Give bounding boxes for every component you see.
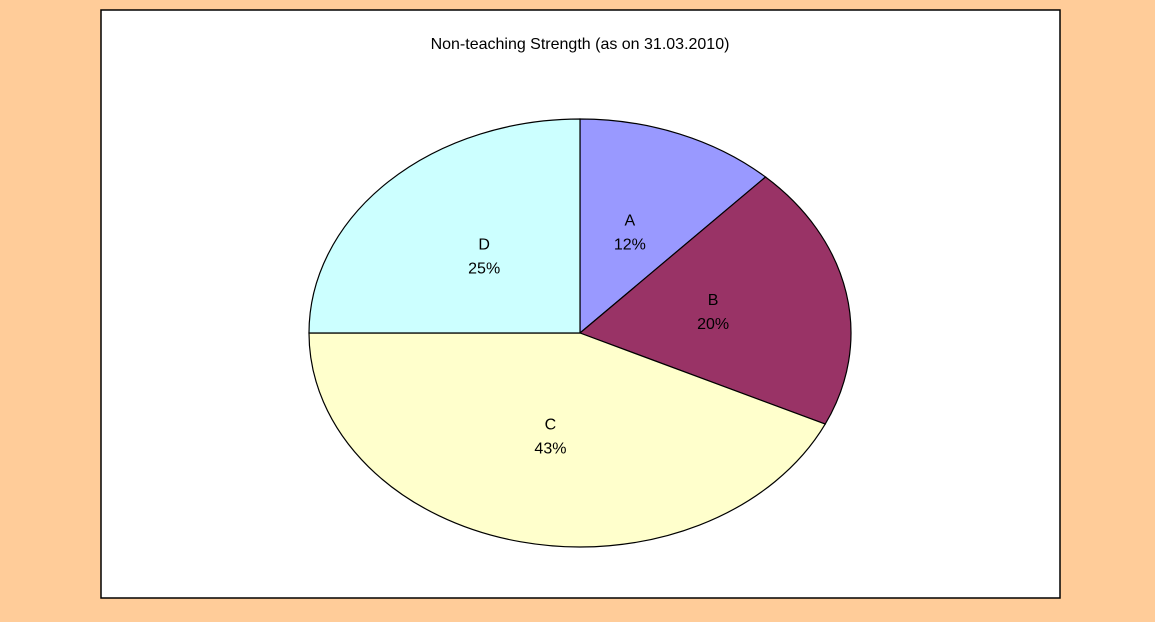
slice-category-label: A — [625, 213, 636, 230]
slice-category-label: B — [708, 292, 719, 309]
pie-slice — [308, 332, 827, 548]
slice-category-label: C — [545, 417, 557, 434]
pie-slice — [579, 118, 767, 335]
pie-slice — [578, 176, 852, 425]
pie-slice — [308, 118, 581, 334]
slice-value-label: 25% — [468, 261, 500, 278]
chart-title: Non-teaching Strength (as on 31.03.2010) — [431, 36, 730, 53]
slice-value-label: 20% — [697, 316, 729, 333]
slice-value-label: 43% — [534, 441, 566, 458]
slice-category-label: D — [478, 237, 490, 254]
slice-value-label: 12% — [614, 237, 646, 254]
